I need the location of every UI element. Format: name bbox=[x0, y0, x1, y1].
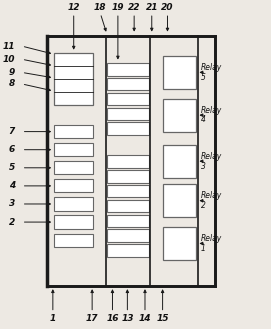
Bar bbox=[107, 108, 149, 120]
Text: Relay
2: Relay 2 bbox=[201, 191, 222, 210]
Bar bbox=[54, 197, 93, 211]
Text: 9: 9 bbox=[9, 68, 15, 77]
Text: 12: 12 bbox=[67, 3, 80, 12]
Bar bbox=[107, 170, 149, 183]
Text: 4: 4 bbox=[9, 181, 15, 190]
Bar bbox=[54, 53, 93, 105]
Text: 7: 7 bbox=[9, 127, 15, 136]
Bar bbox=[163, 56, 196, 89]
Text: Relay
4: Relay 4 bbox=[201, 106, 222, 124]
Bar bbox=[54, 234, 93, 247]
Bar bbox=[47, 36, 215, 286]
Text: 17: 17 bbox=[86, 314, 98, 323]
Text: 18: 18 bbox=[94, 3, 107, 12]
Bar bbox=[107, 93, 149, 105]
Bar bbox=[107, 78, 149, 90]
Text: Relay
5: Relay 5 bbox=[201, 63, 222, 82]
Text: 3: 3 bbox=[9, 199, 15, 209]
Bar bbox=[163, 145, 196, 178]
Bar bbox=[107, 155, 149, 168]
Text: 2: 2 bbox=[9, 217, 15, 227]
Bar bbox=[107, 215, 149, 227]
Bar bbox=[54, 161, 93, 174]
Bar bbox=[107, 244, 149, 257]
Text: Relay
1: Relay 1 bbox=[201, 234, 222, 253]
Text: 1: 1 bbox=[50, 314, 56, 323]
Bar bbox=[107, 122, 149, 135]
Text: 11: 11 bbox=[2, 41, 15, 51]
Bar bbox=[107, 200, 149, 212]
Text: 14: 14 bbox=[139, 314, 151, 323]
Bar bbox=[163, 184, 196, 217]
Text: 6: 6 bbox=[9, 145, 15, 154]
Text: 16: 16 bbox=[106, 314, 119, 323]
Bar bbox=[54, 143, 93, 156]
Text: 15: 15 bbox=[156, 314, 169, 323]
Bar bbox=[163, 99, 196, 132]
Text: 10: 10 bbox=[2, 55, 15, 64]
Text: 5: 5 bbox=[9, 163, 15, 172]
Bar bbox=[107, 63, 149, 76]
Text: 21: 21 bbox=[146, 3, 158, 12]
Text: 13: 13 bbox=[121, 314, 134, 323]
Bar bbox=[107, 185, 149, 197]
Bar bbox=[54, 215, 93, 229]
Text: 20: 20 bbox=[161, 3, 174, 12]
Text: 8: 8 bbox=[9, 79, 15, 89]
Text: 22: 22 bbox=[128, 3, 140, 12]
Bar bbox=[54, 179, 93, 192]
Bar bbox=[163, 227, 196, 260]
Text: Relay
3: Relay 3 bbox=[201, 152, 222, 170]
Bar bbox=[107, 229, 149, 242]
Bar bbox=[54, 125, 93, 138]
Text: 19: 19 bbox=[112, 3, 124, 12]
